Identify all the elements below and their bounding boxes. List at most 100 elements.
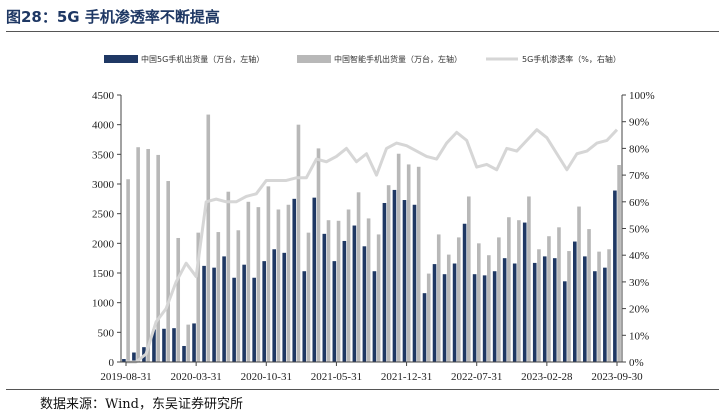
bar-5g-2022-12 (522, 222, 527, 362)
legend-label-smartphone: 中国智能手机出货量（万台，左轴） (334, 54, 462, 64)
bar-5g-2023-05 (573, 241, 577, 362)
left-tick-label: 1500 (92, 268, 115, 280)
x-tick-label: 2020-10-31 (241, 371, 292, 383)
bar-5g-2023-07 (593, 271, 597, 362)
bar-5g-2023-02 (542, 256, 547, 362)
bar-smartphone-2021-04 (326, 220, 331, 362)
bar-smartphone-2019-10 (146, 148, 150, 362)
right-tick-label: 30% (629, 277, 649, 289)
bar-5g-2022-10 (502, 258, 507, 362)
bar-smartphone-2022-03 (436, 234, 441, 362)
bar-5g-2021-08 (362, 246, 367, 362)
bar-5g-2023-01 (532, 262, 537, 362)
bar-5g-2021-11 (392, 189, 397, 362)
bar-5g-2019-09 (132, 352, 136, 362)
bar-smartphone-2020-09 (256, 207, 261, 362)
bar-smartphone-2023-01 (537, 249, 541, 362)
left-tick-label: 0 (109, 357, 115, 369)
bar-smartphone-2021-07 (356, 192, 361, 362)
bar-5g-2022-04 (442, 274, 447, 362)
chart-title: 图28：5G 手机渗透率不断提高 (6, 8, 220, 26)
right-tick-label: 60% (629, 197, 649, 209)
source-divider (6, 389, 719, 390)
bar-5g-2023-09 (613, 190, 617, 362)
bar-5g-2019-08 (122, 359, 126, 362)
x-tick-label: 2019-08-31 (100, 371, 151, 383)
line-group (126, 128, 619, 364)
penetration-rate-line (126, 128, 619, 364)
bar-smartphone-2022-06 (466, 196, 471, 362)
bar-5g-2020-09 (252, 277, 256, 362)
bar-line-chart: 中国5G手机出货量（万台，左轴） 中国智能手机出货量（万台，左轴） 5G手机渗透率（… (92, 54, 655, 383)
bar-5g-2020-11 (272, 249, 277, 362)
bar-smartphone-2022-02 (426, 273, 431, 362)
left-tick-label: 3000 (92, 179, 115, 191)
bar-smartphone-2021-01 (296, 124, 301, 362)
bar-5g-2020-10 (262, 261, 266, 362)
bar-smartphone-2020-01 (176, 237, 181, 362)
bar-smartphone-2023-06 (587, 229, 591, 362)
source-note: 数据来源：Wind，东吴证券研究所 (40, 397, 243, 412)
bar-smartphone-2023-03 (557, 227, 561, 362)
bar-smartphone-2019-12 (166, 181, 170, 362)
bar-smartphone-2021-06 (346, 209, 351, 362)
bar-smartphone-2022-01 (416, 166, 421, 362)
right-tick-label: 70% (629, 170, 649, 182)
bar-5g-2023-06 (583, 256, 587, 362)
bar-5g-2022-02 (422, 293, 427, 362)
right-tick-label: 50% (629, 224, 649, 236)
left-tick-label: 4500 (92, 90, 115, 102)
bar-smartphone-2020-02 (186, 324, 191, 362)
bar-5g-2022-08 (482, 275, 487, 362)
bar-5g-2023-03 (552, 258, 557, 362)
bar-5g-2021-01 (292, 198, 297, 362)
left-tick-label: 2500 (92, 209, 115, 221)
bar-5g-2022-09 (492, 271, 497, 362)
bar-smartphone-2020-04 (206, 114, 211, 362)
bar-5g-2021-04 (322, 233, 327, 362)
left-tick-label: 3500 (92, 149, 115, 161)
bar-smartphone-2023-09 (617, 165, 621, 362)
bar-smartphone-2020-06 (226, 191, 231, 362)
bar-5g-2022-07 (472, 274, 477, 362)
left-tick-label: 1000 (92, 298, 115, 310)
x-tick-label: 2023-09-30 (591, 371, 643, 383)
bar-smartphone-2022-09 (497, 237, 501, 362)
bar-smartphone-2022-11 (517, 220, 521, 362)
bar-smartphone-2020-07 (236, 230, 241, 362)
bar-smartphone-2023-05 (577, 206, 581, 362)
bar-group (122, 114, 621, 362)
bar-smartphone-2022-08 (487, 255, 491, 362)
bar-smartphone-2021-05 (336, 220, 341, 362)
bar-smartphone-2019-08 (126, 179, 130, 362)
bar-5g-2021-05 (332, 261, 337, 362)
bar-smartphone-2023-02 (547, 236, 551, 362)
bar-5g-2020-02 (182, 345, 186, 362)
bar-5g-2020-04 (202, 265, 206, 362)
x-tick-label: 2022-07-31 (451, 371, 502, 383)
bar-smartphone-2023-08 (607, 249, 611, 362)
bar-5g-2021-02 (302, 271, 307, 362)
bar-smartphone-2022-04 (446, 254, 451, 362)
x-tick-label: 2023-02-28 (521, 371, 573, 383)
left-tick-label: 500 (98, 327, 115, 339)
right-tick-label: 100% (629, 90, 655, 102)
bar-smartphone-2019-11 (156, 154, 160, 362)
bar-smartphone-2022-07 (477, 243, 481, 362)
bar-5g-2022-05 (452, 263, 457, 362)
bar-5g-2021-03 (312, 197, 317, 362)
legend-label-5g: 中国5G手机出货量（万台，左轴） (141, 54, 264, 64)
title-divider (6, 31, 719, 32)
bar-5g-2022-01 (412, 204, 417, 362)
axes-group: 0 500 1000 1500 2000 2500 3000 3500 4000 4500 0% 10… (92, 90, 655, 383)
legend-swatch-5g (104, 55, 138, 63)
bar-smartphone-2019-09 (136, 147, 140, 362)
bar-smartphone-2021-08 (366, 218, 371, 362)
bar-5g-2021-10 (382, 202, 387, 362)
bar-5g-2019-11 (152, 329, 156, 362)
legend-swatch-smartphone (297, 55, 331, 63)
x-tick-label: 2020-03-31 (170, 371, 221, 383)
bar-5g-2023-08 (603, 267, 607, 362)
bar-smartphone-2021-11 (396, 153, 401, 362)
bar-smartphone-2020-08 (246, 201, 251, 362)
